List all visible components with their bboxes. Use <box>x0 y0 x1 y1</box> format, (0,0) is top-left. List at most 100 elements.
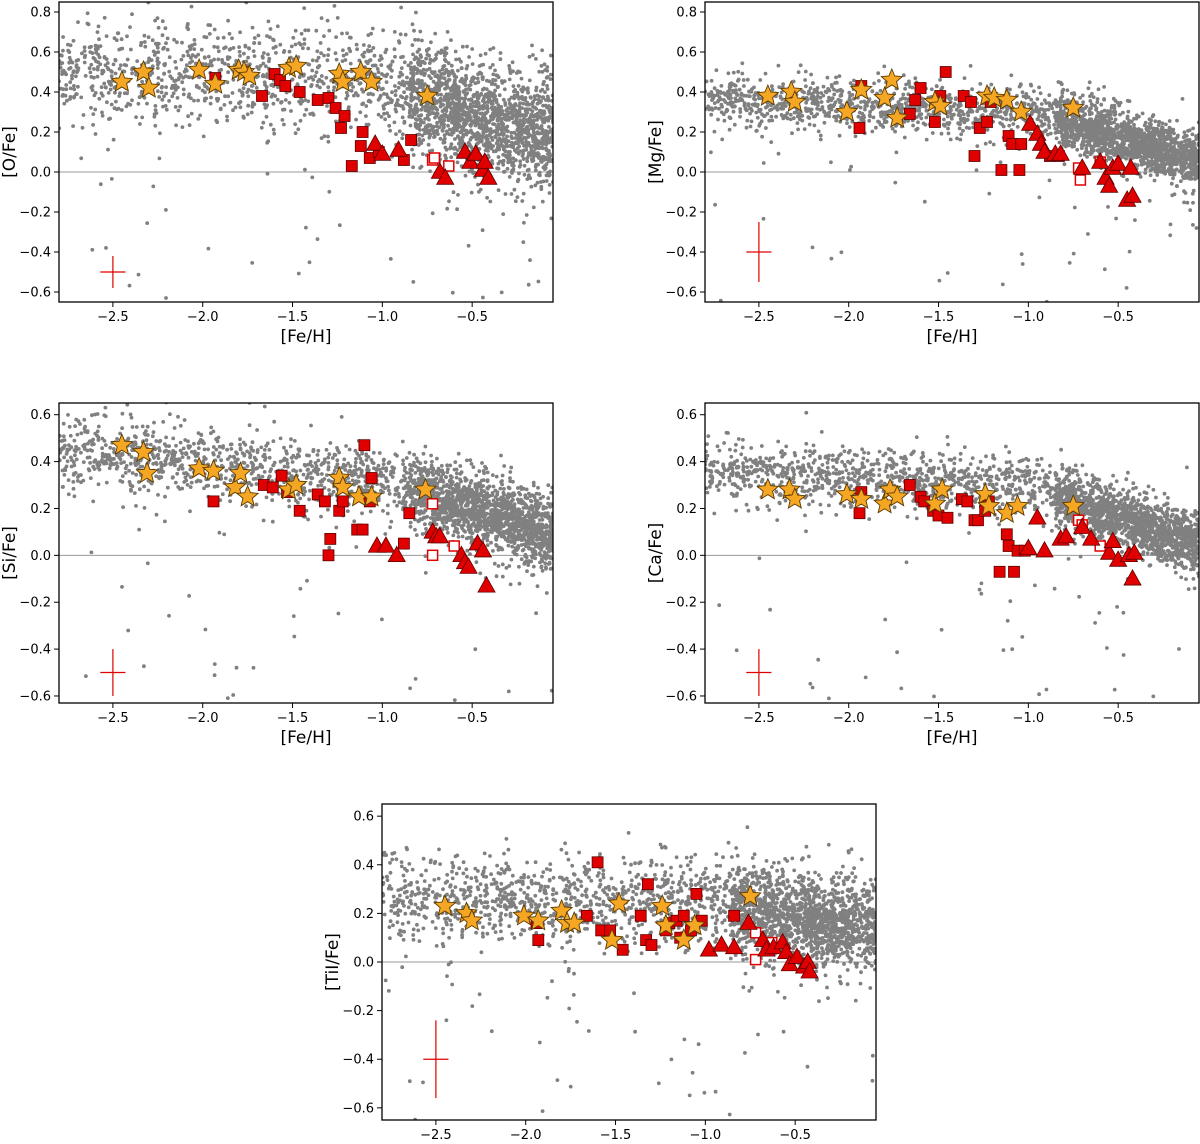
field-star-point <box>432 98 437 102</box>
field-star-point <box>1161 136 1166 141</box>
field-star-point <box>451 83 456 88</box>
field-star-point <box>423 131 427 136</box>
field-star-point <box>79 95 84 100</box>
field-star-point <box>326 47 331 52</box>
field-star-point <box>1155 173 1160 177</box>
field-star-point <box>506 129 510 134</box>
field-star-point <box>1145 137 1150 142</box>
field-star-point <box>62 101 67 106</box>
field-star-point <box>89 62 94 67</box>
field-star-point <box>1024 92 1029 96</box>
field-star-point <box>1072 92 1077 97</box>
y-tick-label: 0.2 <box>30 126 51 141</box>
field-star-point <box>453 49 458 54</box>
field-star-point <box>362 50 367 55</box>
field-star-point <box>1096 110 1101 115</box>
field-star-point <box>444 59 448 63</box>
field-star-point <box>1065 88 1070 93</box>
field-star-point <box>201 134 206 139</box>
field-star-point <box>780 103 785 108</box>
field-star-point <box>382 111 386 116</box>
field-star-point <box>460 76 464 81</box>
field-star-point <box>96 65 100 69</box>
field-star-point <box>538 89 543 93</box>
field-star-point <box>456 85 461 89</box>
field-star-point <box>281 107 285 112</box>
field-star-point <box>82 49 87 53</box>
field-star-point <box>130 12 134 17</box>
field-star-point <box>533 145 537 150</box>
field-star-point <box>367 58 372 63</box>
field-star-point <box>460 44 465 49</box>
field-star-point <box>534 114 539 119</box>
x-tick-label: −2.5 <box>97 310 129 325</box>
field-star-point <box>153 18 158 23</box>
field-star-point <box>180 40 184 45</box>
field-star-point <box>531 158 536 163</box>
field-star-point <box>1026 102 1031 107</box>
field-star-point <box>508 153 512 158</box>
field-star-point <box>409 65 414 70</box>
field-star-point <box>477 64 482 68</box>
field-star-point <box>164 296 168 300</box>
field-star-point <box>509 192 514 196</box>
field-star-point <box>1094 106 1099 111</box>
field-star-point <box>1150 166 1155 171</box>
field-star-point <box>899 108 904 112</box>
field-star-point <box>393 93 398 97</box>
field-star-point <box>500 81 505 85</box>
field-star-point <box>519 76 524 81</box>
field-star-point <box>491 149 496 154</box>
field-star-point <box>426 109 430 114</box>
field-star-point <box>303 28 308 33</box>
field-star-point <box>496 84 500 89</box>
field-star-point <box>245 112 250 117</box>
field-star-point <box>408 123 413 128</box>
field-star-point <box>515 114 520 119</box>
field-star-point <box>364 114 368 118</box>
field-star-point <box>518 95 522 100</box>
field-star-point <box>500 112 505 117</box>
field-star-point <box>181 54 186 58</box>
field-star-point <box>403 32 408 37</box>
field-star-point <box>178 104 183 109</box>
field-star-point <box>845 117 849 122</box>
field-star-point <box>1079 146 1084 151</box>
field-star-point <box>165 36 170 41</box>
field-star-point <box>457 57 462 62</box>
field-star-point <box>238 100 243 104</box>
field-star-point <box>68 86 73 91</box>
field-star-point <box>223 94 227 99</box>
field-star-point <box>525 177 530 182</box>
field-star-point <box>532 135 537 140</box>
field-star-point <box>1136 127 1141 132</box>
field-star-point <box>481 75 485 80</box>
field-star-point <box>327 28 332 33</box>
field-star-point <box>903 86 907 91</box>
field-star-point <box>296 271 301 276</box>
field-star-point <box>542 79 546 84</box>
field-star-point <box>349 125 353 130</box>
field-star-point <box>1099 102 1104 107</box>
field-star-point <box>376 97 381 102</box>
field-star-point <box>392 30 397 34</box>
field-star-point <box>442 136 447 141</box>
field-star-point <box>484 87 489 91</box>
field-star-point <box>438 136 443 141</box>
field-star-point <box>450 290 455 295</box>
field-star-point <box>415 87 419 91</box>
field-star-point <box>450 100 455 105</box>
field-star-point <box>427 149 432 154</box>
field-star-point <box>192 38 197 42</box>
field-star-point <box>770 118 775 123</box>
field-star-point <box>419 113 424 118</box>
field-star-point <box>465 105 469 110</box>
field-star-point <box>839 93 844 98</box>
square-point <box>335 122 347 134</box>
field-star-point <box>162 94 166 99</box>
field-star-point <box>437 69 442 73</box>
field-star-point <box>1035 97 1040 101</box>
field-star-point <box>207 32 212 36</box>
field-star-point <box>183 74 188 79</box>
field-star-point <box>748 124 753 129</box>
